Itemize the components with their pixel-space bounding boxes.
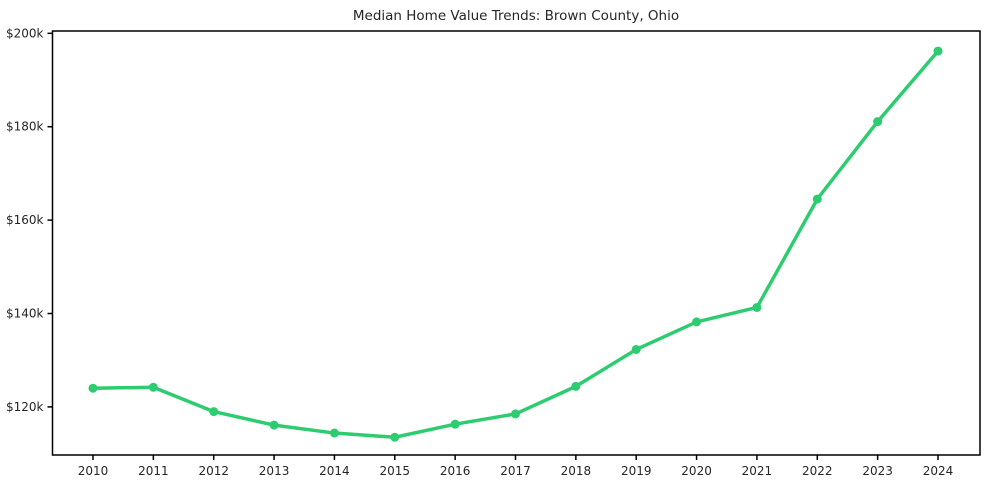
x-tick-label: 2013 xyxy=(259,464,290,478)
chart-title: Median Home Value Trends: Brown County, … xyxy=(352,8,680,24)
data-point-2021 xyxy=(752,302,762,312)
data-point-2013 xyxy=(269,420,279,430)
data-point-2019 xyxy=(631,344,641,354)
x-tick-label: 2019 xyxy=(621,464,652,478)
y-tick-label: $180k xyxy=(6,120,44,134)
x-tick-label: 2018 xyxy=(561,464,592,478)
x-tick-label: 2010 xyxy=(78,464,109,478)
data-point-2010 xyxy=(88,383,98,393)
trend-line xyxy=(91,49,940,440)
data-point-2023 xyxy=(873,117,883,127)
plot-border xyxy=(51,30,981,456)
y-tick-label: $160k xyxy=(6,213,44,227)
data-point-2020 xyxy=(692,317,702,327)
y-tick-label: $120k xyxy=(6,400,44,414)
data-point-2022 xyxy=(812,194,822,204)
x-tick-label: 2020 xyxy=(681,464,712,478)
data-point-2024 xyxy=(933,46,943,56)
data-point-2015 xyxy=(390,432,400,442)
data-point-2017 xyxy=(511,409,520,419)
y-tick-label: $140k xyxy=(6,307,44,321)
x-tick-label: 2021 xyxy=(742,464,773,478)
x-tick-label: 2024 xyxy=(923,464,954,478)
data-point-2014 xyxy=(329,428,339,438)
data-point-2012 xyxy=(209,407,219,417)
x-tick-label: 2014 xyxy=(319,464,350,478)
x-tick-label: 2022 xyxy=(802,464,833,478)
x-tick-label: 2015 xyxy=(380,464,411,478)
x-tick-label: 2016 xyxy=(440,464,471,478)
y-tick-label: $200k xyxy=(6,26,44,40)
x-tick-label: 2023 xyxy=(862,464,893,478)
x-tick-label: 2012 xyxy=(198,464,229,478)
x-tick-label: 2011 xyxy=(138,464,169,478)
data-point-2018 xyxy=(571,381,581,391)
data-point-2011 xyxy=(148,382,158,392)
data-point-2016 xyxy=(450,419,460,429)
x-tick-label: 2017 xyxy=(500,464,531,478)
